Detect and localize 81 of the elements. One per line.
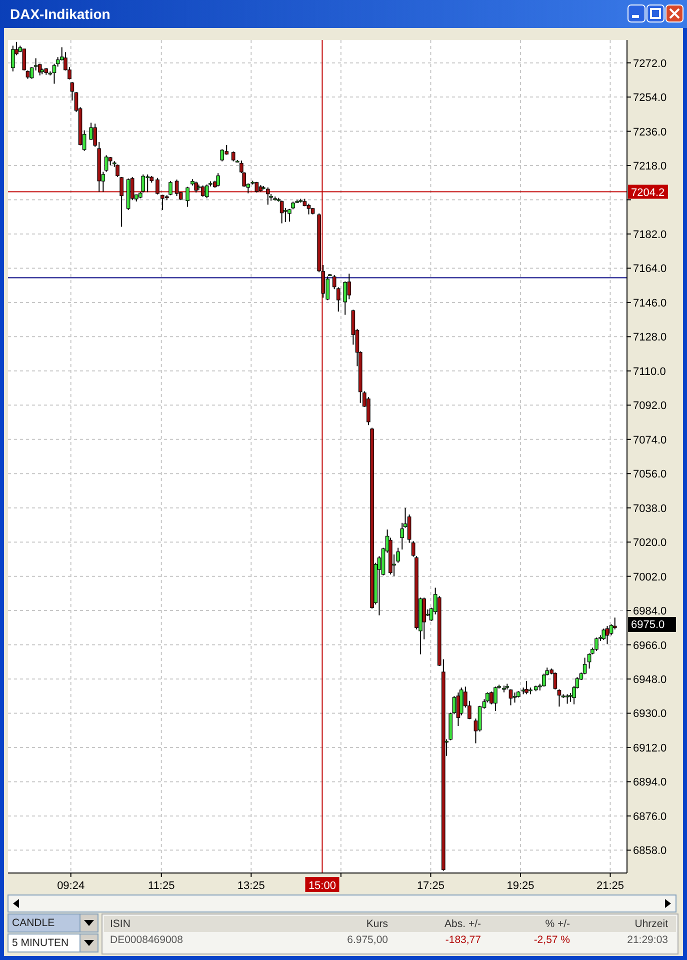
text: 6975.0 <box>631 619 665 631</box>
y-tick-label: 7002.0 <box>633 571 667 584</box>
candlestick <box>422 597 426 640</box>
x-tick-label: 19:25 <box>506 880 534 892</box>
candlestick <box>400 522 404 550</box>
candlestick <box>557 688 562 708</box>
candlestick <box>605 625 610 645</box>
candlestick <box>104 154 108 172</box>
x-tick-label: 17:25 <box>416 880 444 892</box>
y-tick-label: 6930.0 <box>633 708 667 720</box>
candlestick <box>120 176 124 228</box>
y-tick-label: 7254.0 <box>633 92 667 104</box>
y-tick-label: 6948.0 <box>633 674 667 686</box>
candlestick <box>612 617 617 630</box>
x-tick-label: 13:25 <box>237 880 265 892</box>
y-tick-label: 7218.0 <box>633 160 667 173</box>
candlestick <box>116 164 120 178</box>
candlestick <box>512 692 517 704</box>
text: DE0008469008 <box>110 934 184 946</box>
candlestick <box>478 705 482 732</box>
text: 6.975,00 <box>347 934 388 946</box>
y-tick-label: 7128.0 <box>633 332 667 344</box>
candlestick <box>34 58 38 71</box>
y-tick-label: 6912.0 <box>633 742 667 754</box>
x-tick-label: 11:25 <box>148 880 175 892</box>
candlestick <box>280 200 284 224</box>
text: Kurs <box>366 918 388 930</box>
x-tick-label: 21:25 <box>596 880 624 892</box>
y-tick-label: 7182.0 <box>633 228 667 241</box>
chart-title: DAX-Indikation <box>10 6 110 22</box>
candlestick <box>565 694 570 704</box>
candlestick <box>266 186 270 206</box>
ref-line-label: 7204.2 <box>631 186 665 199</box>
candlestick <box>553 672 558 690</box>
text: 5 MINUTEN <box>12 937 69 949</box>
text: ISIN <box>110 918 130 930</box>
candlestick <box>494 686 498 712</box>
y-tick-label: 6984.0 <box>633 606 667 618</box>
x-tick-label: 09:24 <box>57 880 85 892</box>
candlestick <box>70 82 74 101</box>
candlestick <box>220 148 224 162</box>
y-tick-label: 7038.0 <box>633 502 667 515</box>
candlestick <box>216 172 220 187</box>
text: Uhrzeit <box>634 918 668 930</box>
text: 21:29:03 <box>627 934 668 946</box>
candlestick <box>306 203 311 215</box>
y-tick-label: 7110.0 <box>633 366 666 378</box>
y-tick-label: 7164.0 <box>633 263 667 276</box>
y-tick-label: 7020.0 <box>633 537 667 550</box>
candlestick <box>594 637 598 652</box>
y-tick-label: 6876.0 <box>633 810 667 823</box>
candlestick <box>602 628 606 641</box>
candlestick <box>156 177 160 195</box>
text: -183,77 <box>445 934 482 946</box>
y-tick-label: 7272.0 <box>633 58 667 70</box>
text: Abs. +/- <box>444 918 482 930</box>
y-tick-label: 7146.0 <box>633 297 667 310</box>
candlestick <box>490 691 494 705</box>
y-tick-label: 6858.0 <box>633 845 667 858</box>
candlestick <box>186 186 190 208</box>
y-tick-label: 6894.0 <box>633 776 667 789</box>
candlestick <box>168 180 172 196</box>
candlestick <box>22 48 26 71</box>
candlestick <box>524 680 528 695</box>
candlestick <box>204 184 209 199</box>
y-tick-label: 7092.0 <box>633 400 667 412</box>
candlestick <box>508 688 513 706</box>
candlestick <box>11 45 15 72</box>
y-tick-label: 7074.0 <box>633 434 667 446</box>
text: CANDLE <box>12 917 55 929</box>
candlestick <box>200 184 205 198</box>
y-tick-label: 7056.0 <box>633 468 667 481</box>
ref-line-label: 15:00 <box>308 880 336 892</box>
y-tick-label: 6966.0 <box>633 640 667 652</box>
text: -2,57 % <box>534 934 570 946</box>
candlestick <box>231 150 236 162</box>
text: % +/- <box>545 918 570 930</box>
candlestick <box>30 66 34 80</box>
candlestick <box>194 181 198 194</box>
candlestick <box>174 179 179 196</box>
y-tick-label: 7236.0 <box>633 126 667 138</box>
